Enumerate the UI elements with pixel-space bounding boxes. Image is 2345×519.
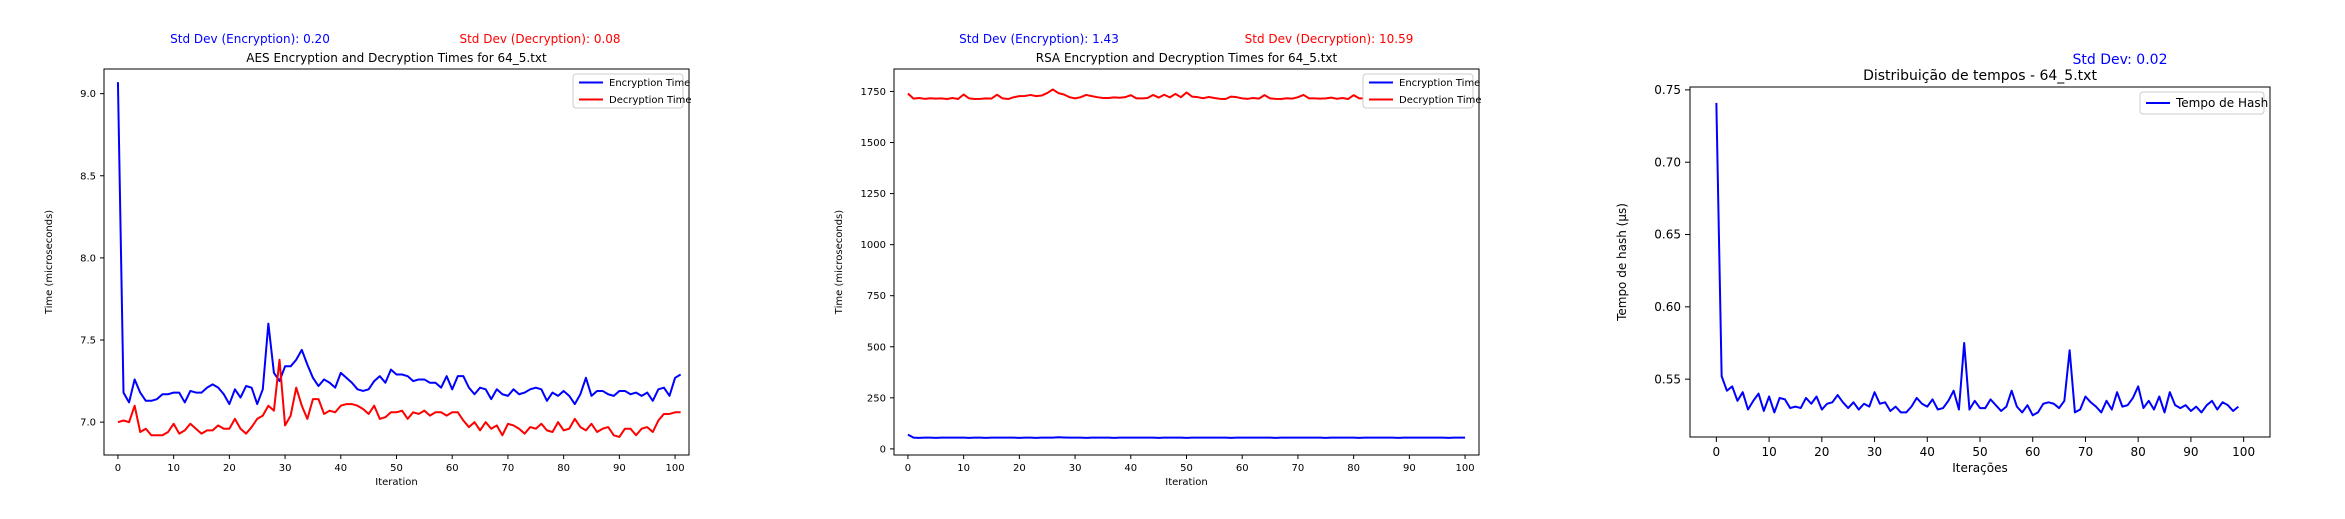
chart-title: Distribuição de tempos - 64_5.txt (1863, 68, 2097, 84)
x-tick-label: 60 (446, 463, 459, 474)
legend-label: Decryption Time (609, 95, 692, 106)
x-tick-label: 30 (1069, 463, 1082, 474)
x-tick-label: 20 (223, 463, 236, 474)
x-tick-label: 30 (279, 463, 292, 474)
x-tick-label: 90 (2183, 445, 2198, 459)
x-tick-label: 80 (1347, 463, 1360, 474)
x-tick-label: 60 (1236, 463, 1249, 474)
chart-2: 0 10 20 30 40 50 60 70 80 90 100025050075010001250… (834, 32, 1482, 488)
y-axis-label: Tempo de hash (µs) (1615, 203, 1629, 322)
y-tick-label: 7.5 (80, 336, 96, 347)
y-tick-label: 250 (867, 393, 886, 404)
plot-frame (103, 68, 690, 456)
y-tick-label: 0.55 (1654, 372, 1681, 386)
x-tick-label: 50 (1180, 463, 1193, 474)
x-tick-label: 0 (905, 463, 911, 474)
std-dev-annotation: Std Dev (Decryption): 0.08 (459, 32, 620, 46)
x-tick-label: 50 (390, 463, 403, 474)
y-tick-label: 0.75 (1654, 83, 1681, 97)
y-tick-label: 500 (867, 342, 886, 353)
x-tick-label: 80 (2131, 445, 2146, 459)
chart-3: 0 10 20 30 40 50 60 70 80 90 100 0.55 0.60 0.65 0.70 0.… (1615, 52, 2271, 475)
legend: Encryption Time Decryption Time (572, 73, 692, 109)
y-tick-label: 750 (867, 291, 886, 302)
y-tick-label: 0.65 (1654, 228, 1681, 242)
x-tick-label: 40 (1920, 445, 1935, 459)
y-tick-label: 7.0 (80, 418, 96, 429)
std-dev-annotation: Std Dev (Encryption): 0.20 (170, 32, 330, 46)
x-axis-label: Iteration (375, 477, 417, 488)
x-axis-label: Iteration (1165, 477, 1207, 488)
x-tick-label: 70 (502, 463, 515, 474)
legend-box (2139, 91, 2265, 115)
std-dev-annotation: Std Dev: 0.02 (2073, 52, 2168, 68)
x-axis-label: Iterações (1952, 461, 2008, 475)
x-tick-label: 70 (1292, 463, 1305, 474)
x-tick-label: 90 (1403, 463, 1416, 474)
series-line-encryption-time (116, 82, 682, 406)
y-axis-label: Time (microseconds) (834, 210, 845, 315)
legend-label: Decryption Time (1399, 95, 1482, 106)
chart-title: RSA Encryption and Decryption Times for … (1036, 51, 1338, 65)
x-tick-label: 80 (557, 463, 570, 474)
std-dev-annotation: Std Dev (Encryption): 1.43 (959, 32, 1119, 46)
x-tick-label: 40 (334, 463, 347, 474)
legend: Tempo de Hash (2139, 91, 2268, 115)
x-tick-label: 10 (1761, 445, 1776, 459)
y-tick-label: 8.0 (80, 253, 96, 264)
x-tick-label: 10 (957, 463, 970, 474)
x-tick-label: 0 (115, 463, 121, 474)
std-dev-annotation: Std Dev (Decryption): 10.59 (1245, 32, 1414, 46)
y-axis-label: Time (microseconds) (44, 210, 55, 315)
y-tick-label: 0.60 (1654, 300, 1681, 314)
x-tick-label: 50 (1972, 445, 1987, 459)
x-tick-label: 20 (1013, 463, 1026, 474)
y-tick-label: 9.0 (80, 89, 96, 100)
y-tick-label: 0.70 (1654, 155, 1681, 169)
x-tick-label: 60 (2025, 445, 2040, 459)
chart-title: AES Encryption and Decryption Times for … (246, 51, 547, 65)
x-tick-label: 100 (2232, 445, 2255, 459)
chart-1: 0 10 20 30 40 50 60 70 80 90 100 7.0 7.5 8.0 8.5 9.0 Ite… (44, 32, 692, 488)
series-line-encryption-time (907, 433, 1466, 439)
x-tick-label: 30 (1867, 445, 1882, 459)
y-tick-label: 1250 (861, 189, 886, 200)
x-tick-label: 100 (666, 463, 685, 474)
x-tick-label: 0 (1713, 445, 1721, 459)
x-tick-label: 90 (613, 463, 626, 474)
legend-label: Tempo de Hash (2175, 96, 2268, 110)
legend-label: Encryption Time (609, 78, 690, 89)
y-tick-label: 8.5 (80, 171, 96, 182)
series-line-tempo-de-hash (1715, 102, 2239, 417)
plot-frame (893, 68, 1480, 456)
x-tick-label: 40 (1124, 463, 1137, 474)
x-tick-label: 10 (167, 463, 180, 474)
y-tick-label: 0 (880, 444, 886, 455)
x-tick-label: 100 (1456, 463, 1475, 474)
x-tick-label: 70 (2078, 445, 2093, 459)
plot-frame (1689, 86, 2271, 438)
legend-label: Encryption Time (1399, 78, 1480, 89)
x-tick-label: 20 (1814, 445, 1829, 459)
series-line-decryption-time (117, 358, 681, 438)
y-tick-label: 1500 (861, 138, 886, 149)
y-tick-label: 1750 (861, 87, 886, 98)
y-tick-label: 1000 (861, 240, 886, 251)
legend: Encryption Time Decryption Time (1362, 73, 1482, 109)
